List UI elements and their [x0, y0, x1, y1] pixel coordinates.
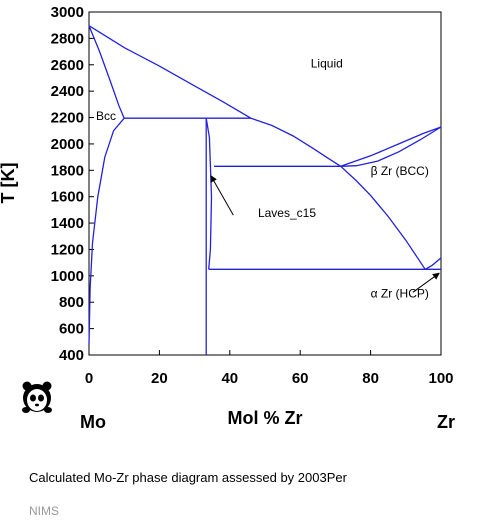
right-element-label: Zr [437, 412, 455, 432]
y-tick-label: 400 [59, 347, 84, 364]
figure-caption: Calculated Mo-Zr phase diagram assessed … [29, 470, 347, 485]
y-tick-label: 600 [59, 321, 84, 338]
phase-boundary-line [205, 118, 213, 270]
y-tick-label: 1600 [51, 189, 84, 206]
phase-label: Liquid [311, 56, 343, 70]
y-tick-label: 800 [59, 294, 84, 311]
credit-text: NIMS [29, 504, 59, 518]
phase-boundary-line [250, 117, 342, 167]
annotation-arrow [210, 174, 234, 216]
x-tick-label: 80 [362, 370, 379, 387]
y-tick-label: 2400 [51, 83, 84, 100]
phase-boundary-line [88, 117, 125, 345]
y-tick-label: 1800 [51, 162, 84, 179]
phase-label: Laves_c15 [258, 206, 316, 220]
y-tick-label: 2200 [51, 110, 84, 127]
y-tick-label: 1200 [51, 241, 84, 258]
y-tick-label: 1400 [51, 215, 84, 232]
x-tick-label: 0 [85, 370, 93, 387]
phase-boundary-line [340, 126, 442, 167]
phase-label: Bcc [96, 109, 116, 123]
y-tick-label: 1000 [51, 268, 84, 285]
x-tick-label: 60 [292, 370, 309, 387]
y-axis-title: T [K] [0, 163, 18, 204]
left-element-label: Mo [80, 412, 106, 432]
x-tick-label: 20 [151, 370, 168, 387]
y-tick-label: 3000 [51, 4, 84, 21]
y-tick-label: 2600 [51, 57, 84, 74]
y-tick-label: 2800 [51, 30, 84, 47]
x-tick-label: 40 [221, 370, 238, 387]
x-axis-title: Mol % Zr [228, 408, 303, 428]
phase-boundary-line [88, 25, 125, 119]
phase-boundary-line [340, 126, 442, 167]
phase-boundary-line [424, 257, 442, 270]
plot-frame [88, 11, 442, 356]
x-tick-label: 100 [428, 370, 453, 387]
phase-label: α Zr (HCP) [371, 287, 429, 301]
phase-boundary-line [88, 25, 252, 119]
y-tick-label: 2000 [51, 136, 84, 153]
annotation-arrow [412, 272, 440, 293]
panda-logo-icon [22, 381, 52, 413]
phase-label: β Zr (BCC) [371, 164, 429, 178]
phase-boundary-line [340, 165, 426, 270]
